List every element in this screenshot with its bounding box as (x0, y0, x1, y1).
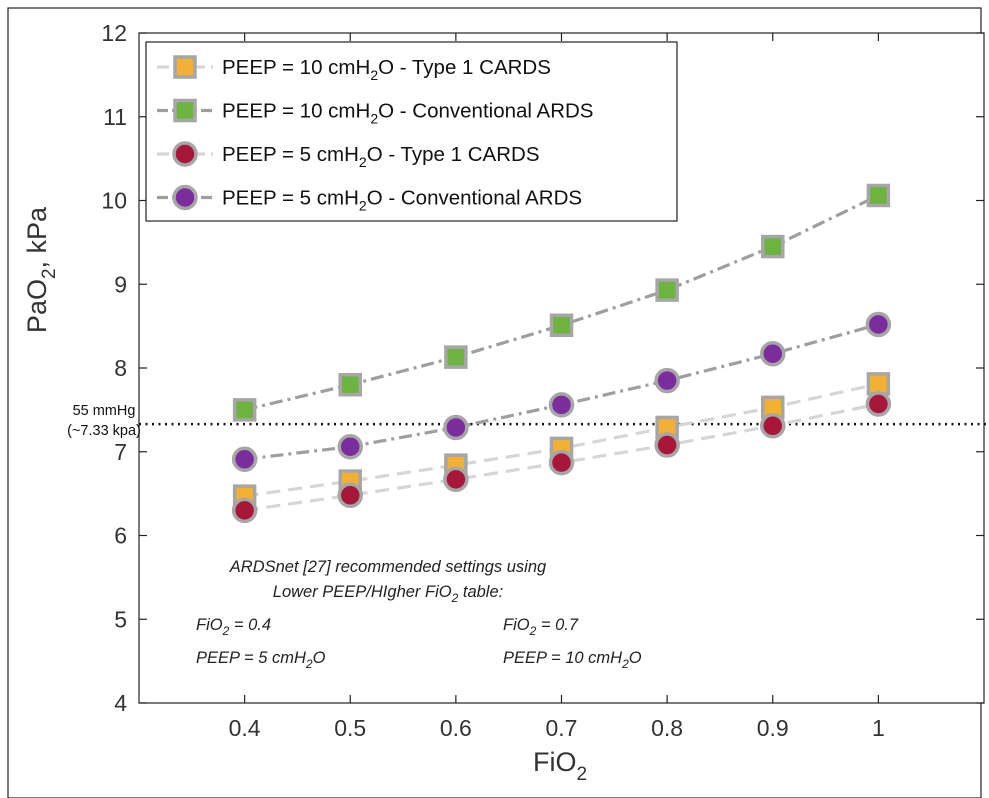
legend-marker (172, 141, 198, 167)
x-axis-label: FiO2 (533, 747, 587, 785)
legend-marker (173, 98, 197, 123)
data-point-series-2 (338, 373, 362, 397)
data-point-series-4 (443, 414, 469, 441)
legend-marker (173, 55, 197, 79)
annotation-right-peep: PEEP = 10 cmH2O (503, 649, 642, 671)
x-tick-label: 0.7 (546, 715, 578, 741)
data-point-series-3 (760, 413, 786, 439)
x-tick-label: 0.4 (229, 715, 261, 741)
reference-line-label-approx: (~7.33 kpa) (67, 423, 141, 439)
legend-label: PEEP = 10 cmH2O - Conventional ARDS (222, 100, 593, 127)
series-layer (231, 183, 892, 524)
annotation-heading-line2: Lower PEEP/HIgher FiO2 table: (273, 583, 503, 605)
data-point-series-2 (232, 398, 257, 422)
data-point-series-4 (654, 367, 680, 394)
legend-marker (172, 184, 198, 211)
y-tick-label: 11 (103, 104, 127, 130)
annotation-heading-line1: ARDSnet [27] recommended settings using (229, 558, 547, 576)
y-tick-label: 9 (114, 271, 127, 297)
legend-box (145, 41, 678, 222)
data-point-series-2 (549, 313, 574, 338)
data-point-series-3 (654, 432, 680, 458)
data-point-series-1 (866, 372, 891, 396)
data-point-series-3 (443, 466, 469, 493)
y-tick-label: 10 (101, 188, 127, 214)
data-point-series-2 (655, 278, 679, 302)
y-tick-label: 6 (114, 523, 127, 549)
data-point-series-4 (760, 341, 786, 367)
data-point-series-4 (337, 433, 363, 460)
x-tick-label: 1 (872, 715, 885, 741)
annotation-left-peep: PEEP = 5 cmH2O (196, 649, 326, 671)
legend-label: PEEP = 5 cmH2O - Type 1 CARDS (222, 143, 540, 170)
x-axis-ticks: 0.4 0.5 0.6 0.7 0.8 0.9 1 (229, 33, 885, 741)
data-point-series-2 (866, 183, 891, 208)
x-tick-label: 0.9 (757, 715, 789, 741)
legend-label: PEEP = 5 cmH2O - Conventional ARDS (222, 187, 582, 214)
data-point-series-3 (865, 391, 892, 417)
data-point-series-2 (444, 345, 468, 369)
y-tick-label: 4 (114, 690, 127, 716)
y-tick-label: 5 (114, 606, 127, 632)
data-point-series-4 (231, 446, 258, 473)
y-axis-ticks: 4 5 6 7 8 9 10 11 12 (101, 20, 984, 716)
legend-label: PEEP = 10 cmH2O - Type 1 CARDS (222, 56, 551, 83)
y-axis-label: PaO2, kPa (22, 206, 60, 333)
x-tick-label: 0.5 (334, 715, 366, 741)
data-point-series-3 (548, 449, 575, 476)
data-point-series-2 (761, 234, 785, 259)
data-point-series-3 (231, 497, 258, 524)
annotation-right-fio2: FiO2 = 0.7 (503, 616, 579, 638)
annotation-left-fio2: FiO2 = 0.4 (196, 616, 271, 638)
x-tick-label: 0.8 (651, 715, 683, 741)
reference-line-label: 55 mmHg (73, 403, 136, 419)
data-point-series-4 (548, 392, 575, 418)
data-point-series-3 (337, 482, 363, 509)
y-tick-label: 7 (114, 439, 127, 465)
x-tick-label: 0.6 (440, 715, 472, 741)
data-point-series-4 (865, 311, 892, 338)
y-tick-label: 12 (101, 20, 127, 46)
series-markers (231, 183, 892, 524)
legend: PEEP = 10 cmH2O - Type 1 CARDS PEEP = 10 … (145, 41, 678, 222)
y-tick-label: 8 (114, 355, 127, 381)
ardsnet-annotation: ARDSnet [27] recommended settings using … (196, 558, 642, 671)
